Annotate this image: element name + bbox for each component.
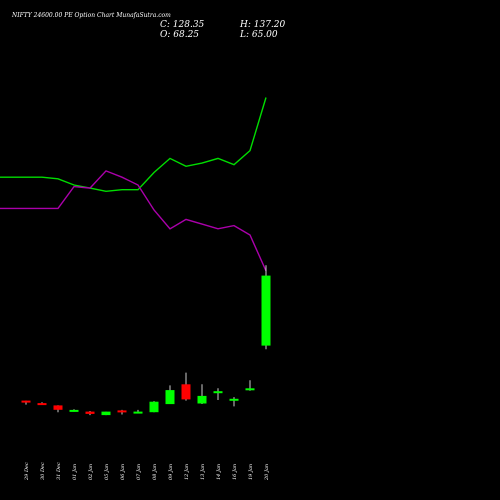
candle	[213, 388, 223, 400]
candle-body	[149, 401, 159, 413]
candle	[37, 402, 47, 406]
candle-body	[133, 411, 143, 414]
indicator-line-green	[0, 97, 267, 193]
candle-body	[229, 398, 239, 401]
candle-body	[69, 409, 79, 412]
candle	[85, 411, 95, 416]
candle-body	[21, 400, 31, 403]
candle-body	[261, 275, 271, 346]
x-tick-label: 20 Jan	[264, 464, 270, 481]
candle-body	[101, 411, 111, 416]
x-tick-label: 31 Dec	[56, 462, 62, 480]
candle	[53, 405, 63, 413]
x-axis-ticks: 29 Dec 30 Dec 31 Dec 01 Jan 02 Jan 05 Jan 06 J…	[24, 462, 270, 481]
candle	[197, 384, 207, 404]
high-value: H: 137.20	[239, 20, 286, 30]
candle	[21, 400, 31, 405]
candle	[117, 409, 127, 415]
candle-body	[181, 384, 191, 400]
x-tick-label: 01 Jan	[72, 464, 78, 480]
candle-body	[117, 410, 127, 413]
open-value: O: 68.25	[160, 30, 199, 40]
candle	[229, 397, 239, 407]
indicator-line-purple	[0, 170, 267, 272]
x-tick-label: 30 Dec	[40, 462, 46, 480]
candlesticks	[21, 265, 271, 416]
candle	[69, 409, 79, 412]
x-tick-label: 13 Jan	[200, 464, 206, 480]
candle	[133, 409, 143, 414]
chart-title: NIFTY 24600.00 PE Option Chart MunafaSut…	[11, 12, 171, 19]
x-tick-label: 14 Jan	[216, 464, 222, 480]
candle-body	[165, 390, 175, 405]
candle-body	[85, 411, 95, 414]
candle	[149, 401, 159, 413]
candle-body	[53, 405, 63, 410]
candle-body	[213, 391, 223, 394]
x-tick-label: 12 Jan	[184, 464, 190, 480]
candle	[101, 411, 111, 416]
x-tick-label: 19 Jan	[248, 464, 254, 480]
x-tick-label: 08 Jan	[152, 464, 158, 480]
x-tick-label: 07 Jan	[136, 464, 142, 480]
candle-body	[37, 403, 47, 406]
indicator-lines	[0, 97, 267, 272]
x-tick-label: 05 Jan	[104, 464, 110, 480]
x-tick-label: 02 Jan	[88, 464, 94, 480]
close-value: C: 128.35	[160, 20, 205, 30]
candle	[245, 380, 255, 391]
candle-body	[197, 395, 207, 404]
x-tick-label: 09 Jan	[168, 464, 174, 480]
candle	[165, 385, 175, 405]
x-tick-label: 29 Dec	[24, 462, 30, 481]
candle	[261, 265, 271, 350]
candle-body	[245, 388, 255, 391]
candle	[181, 372, 191, 401]
x-tick-label: 16 Jan	[232, 464, 238, 480]
x-tick-label: 06 Jan	[120, 464, 126, 480]
low-value: L: 65.00	[239, 30, 278, 40]
